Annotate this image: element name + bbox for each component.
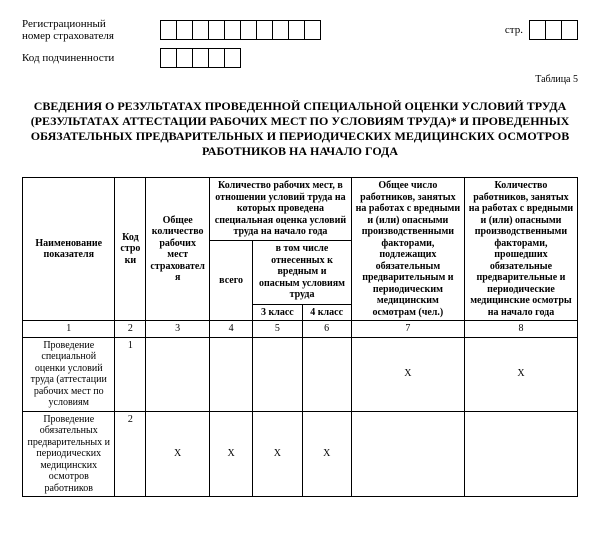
cell <box>253 337 302 411</box>
entry-box <box>160 20 177 40</box>
entry-box <box>176 48 193 68</box>
entry-box <box>192 20 209 40</box>
cell <box>146 337 210 411</box>
col-header-total-places: Общее количество рабочих мест страховате… <box>146 178 210 321</box>
data-table: Наименование показателя Код строки Общее… <box>22 177 578 497</box>
col-header-name: Наименование показателя <box>23 178 115 321</box>
sub-code-row: Код подчиненности <box>22 48 578 68</box>
colnum-3: 3 <box>146 321 210 338</box>
cell: X <box>464 337 577 411</box>
entry-box <box>288 20 305 40</box>
entry-box <box>240 20 257 40</box>
title-line-4: РАБОТНИКОВ НА НАЧАЛО ГОДА <box>22 144 578 159</box>
entry-box <box>208 20 225 40</box>
page-label: стр. <box>505 24 523 36</box>
page-boxes <box>529 20 578 40</box>
col-header-group-hazard: в том числе отнесенных к вредным и опасн… <box>253 240 352 304</box>
cell: X <box>146 411 210 497</box>
sub-code-boxes <box>160 48 241 68</box>
col-header-all: всего <box>210 240 253 321</box>
reg-number-boxes <box>160 20 321 40</box>
document-title: СВЕДЕНИЯ О РЕЗУЛЬТАТАХ ПРОВЕДЕННОЙ СПЕЦИ… <box>22 99 578 159</box>
cell <box>351 411 464 497</box>
sub-code-label: Код подчиненности <box>22 52 160 64</box>
cell: X <box>302 411 351 497</box>
row-code: 2 <box>115 411 146 497</box>
title-line-2: (РЕЗУЛЬТАТАХ АТТЕСТАЦИИ РАБОЧИХ МЕСТ ПО … <box>22 114 578 129</box>
entry-box <box>192 48 209 68</box>
row-name: Проведение специальной оценки условий тр… <box>23 337 115 411</box>
entry-box <box>160 48 177 68</box>
cell <box>210 337 253 411</box>
colnum-8: 8 <box>464 321 577 338</box>
colnum-1: 1 <box>23 321 115 338</box>
entry-box <box>256 20 273 40</box>
cell: X <box>210 411 253 497</box>
col-header-class4: 4 класс <box>302 304 351 321</box>
colnum-4: 4 <box>210 321 253 338</box>
entry-box <box>272 20 289 40</box>
title-line-3: ОБЯЗАТЕЛЬНЫХ ПРЕДВАРИТЕЛЬНЫХ И ПЕРИОДИЧЕ… <box>22 129 578 144</box>
entry-box <box>176 20 193 40</box>
col-header-workers-total: Общее число работников, занятых на работ… <box>351 178 464 321</box>
colnum-2: 2 <box>115 321 146 338</box>
cell: X <box>253 411 302 497</box>
entry-box <box>304 20 321 40</box>
row-code: 1 <box>115 337 146 411</box>
table-number-label: Таблица 5 <box>22 74 578 85</box>
reg-label-line2: номер страхователя <box>22 30 114 42</box>
title-line-1: СВЕДЕНИЯ О РЕЗУЛЬТАТАХ ПРОВЕДЕННОЙ СПЕЦИ… <box>22 99 578 114</box>
entry-box <box>529 20 546 40</box>
colnum-6: 6 <box>302 321 351 338</box>
table-row: Проведение обязательных предварительных … <box>23 411 578 497</box>
col-header-workers-passed: Количество работников, занятых на работа… <box>464 178 577 321</box>
entry-box <box>208 48 225 68</box>
cell <box>464 411 577 497</box>
col-header-code: Код строки <box>115 178 146 321</box>
entry-box <box>224 48 241 68</box>
reg-label-line1: Регистрационный <box>22 18 106 30</box>
entry-box <box>561 20 578 40</box>
col-header-class3: 3 класс <box>253 304 302 321</box>
entry-box <box>545 20 562 40</box>
col-header-group-sout: Количество рабочих мест, в отношении усл… <box>210 178 352 241</box>
entry-box <box>224 20 241 40</box>
colnum-7: 7 <box>351 321 464 338</box>
reg-number-label: Регистрационный номер страхователя <box>22 18 160 42</box>
page-block: стр. <box>505 20 578 40</box>
table-row: Проведение специальной оценки условий тр… <box>23 337 578 411</box>
cell: X <box>351 337 464 411</box>
cell <box>302 337 351 411</box>
row-name: Проведение обязательных предварительных … <box>23 411 115 497</box>
reg-number-row: Регистрационный номер страхователя стр. <box>22 18 578 42</box>
colnum-5: 5 <box>253 321 302 338</box>
column-number-row: 1 2 3 4 5 6 7 8 <box>23 321 578 338</box>
